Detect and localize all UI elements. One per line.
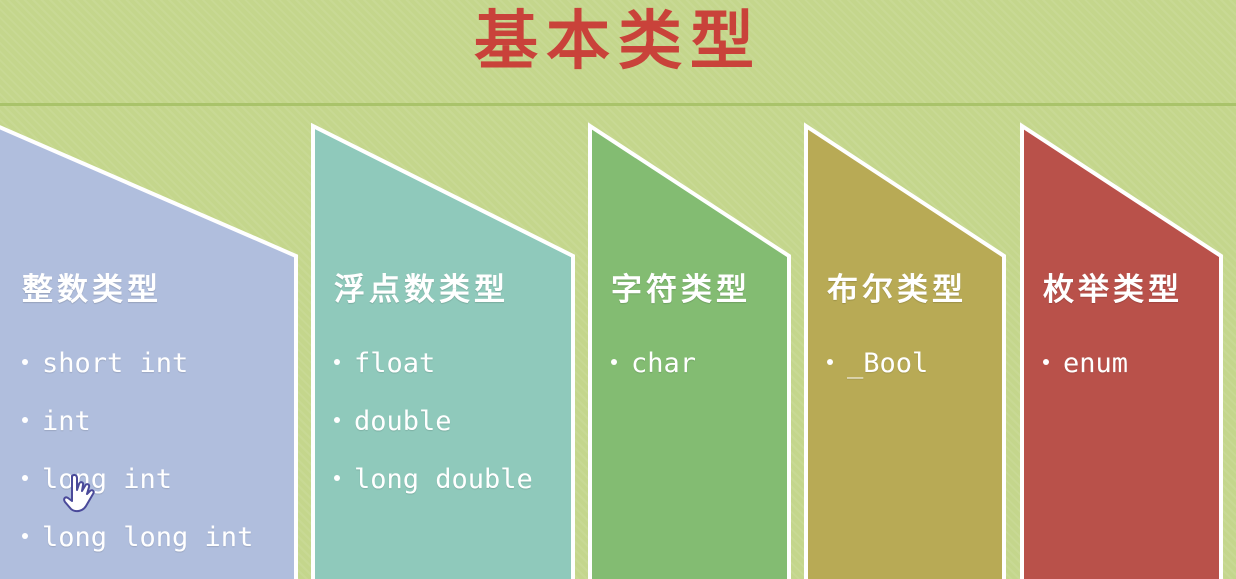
column-heading: 浮点数类型 [334, 272, 509, 308]
list-item-text: double [354, 406, 452, 437]
type-list: char [611, 335, 751, 393]
list-item: long double [334, 451, 533, 509]
bullet-icon [22, 416, 28, 423]
list-item: long long int [22, 509, 253, 567]
list-item-text: int [42, 406, 91, 437]
list-item-text: long long int [42, 522, 254, 553]
list-item: enum [1043, 335, 1183, 393]
bullet-icon [22, 532, 28, 539]
list-item: _Bool [827, 335, 967, 393]
bullet-icon [334, 416, 340, 423]
bullet-icon [334, 474, 340, 481]
panel-bool [804, 122, 1006, 579]
list-item: double [334, 393, 533, 451]
type-list: float double long double [334, 335, 533, 509]
bullet-icon [22, 474, 28, 481]
column-heading: 字符类型 [611, 272, 751, 308]
bullet-icon [1043, 358, 1049, 365]
column-heading: 整数类型 [22, 272, 162, 308]
type-list: _Bool [827, 335, 967, 393]
list-item: long int [22, 451, 253, 509]
bullet-icon [611, 358, 617, 365]
type-list: short int int long int long long int [22, 335, 253, 567]
hand-pointer-icon [63, 473, 95, 513]
list-item-text: short int [42, 348, 189, 379]
bullet-icon [22, 358, 28, 365]
panel-integer [0, 125, 298, 579]
column-float: 浮点数类型 float double long double [334, 262, 533, 509]
list-item: int [22, 393, 253, 451]
panel-float [311, 122, 575, 579]
type-list: enum [1043, 335, 1183, 393]
column-heading: 布尔类型 [827, 272, 967, 308]
list-item: float [334, 335, 533, 393]
list-item: short int [22, 335, 253, 393]
list-item-text: long double [354, 464, 533, 495]
list-item-text: long int [42, 464, 173, 495]
list-item: char [611, 335, 751, 393]
column-enum: 枚举类型 enum [1043, 262, 1183, 393]
list-item-text: float [354, 348, 436, 379]
column-char: 字符类型 char [611, 262, 751, 393]
panel-enum [1020, 122, 1223, 579]
column-integer: 整数类型 short int int long int long long in… [22, 262, 253, 567]
title-divider [0, 103, 1236, 106]
bullet-icon [334, 358, 340, 365]
list-item-text: enum [1063, 348, 1129, 379]
list-item-text: _Bool [847, 348, 929, 379]
column-bool: 布尔类型 _Bool [827, 262, 967, 393]
slide-title: 基本类型 [474, 4, 762, 79]
list-item-text: char [631, 348, 697, 379]
panel-char [588, 122, 791, 579]
column-heading: 枚举类型 [1043, 272, 1183, 308]
bullet-icon [827, 358, 833, 365]
